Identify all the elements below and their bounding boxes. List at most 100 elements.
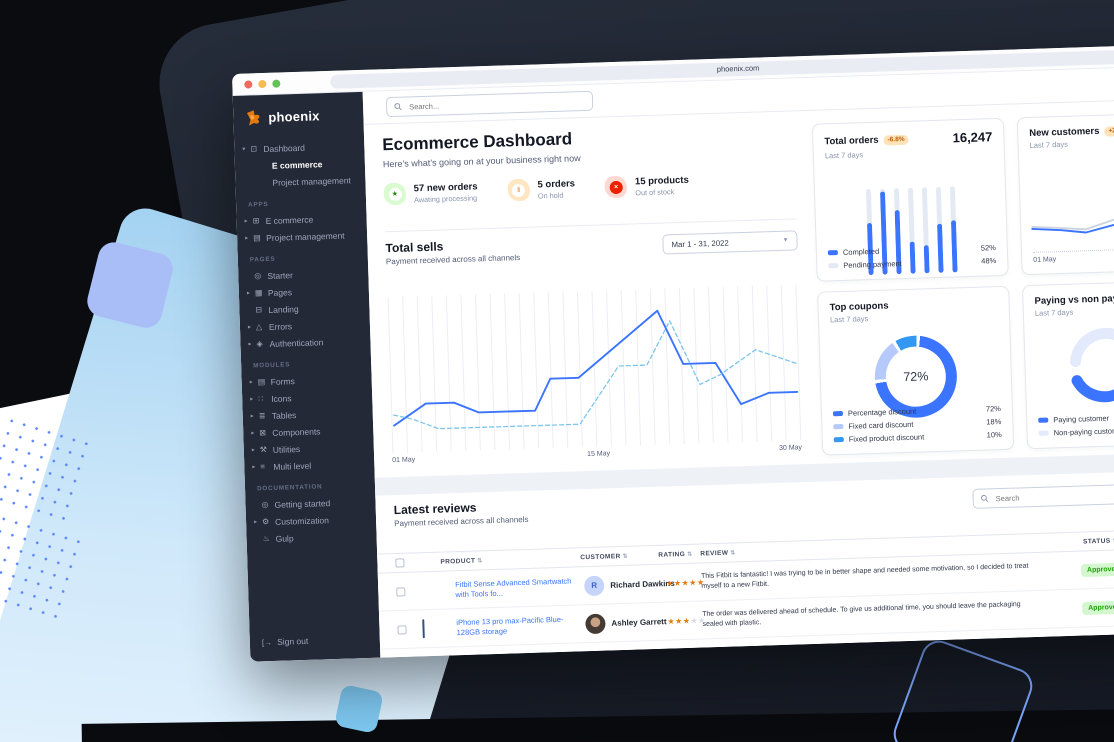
monitor-icon: ⊟ [255, 305, 263, 315]
nav-section-label: APPS [248, 200, 269, 209]
page-subtitle: Here’s what’s going on at your business … [382, 153, 581, 170]
paying-gauge-chart [1069, 327, 1114, 403]
sidebar-item-label: Pages [267, 286, 293, 298]
sidebar-item-label: Dashboard [263, 142, 306, 154]
column-header-product[interactable]: PRODUCT ⇅ [440, 557, 483, 566]
sidebar-item-multi-level[interactable]: ▸ ≡ Multi level [244, 455, 374, 476]
reviews-search[interactable] [972, 484, 1114, 509]
cup-icon: ♨ [262, 534, 270, 544]
legend-label: Fixed product discount [848, 432, 925, 444]
search-icon [394, 103, 402, 111]
warning-icon: △ [255, 322, 263, 332]
reviews-search-input[interactable] [993, 488, 1114, 504]
global-search-input[interactable] [406, 95, 586, 113]
signout-icon: [→ [261, 638, 273, 648]
rating-stars: ★★★★★ [666, 577, 705, 587]
status-badge: Approved ✓ [1081, 599, 1114, 615]
reviews-subtitle: Payment received across all channels [394, 514, 529, 529]
sort-icon: ⇅ [477, 558, 483, 565]
decor-square-sky [334, 684, 384, 734]
caret-right-icon: ▸ [254, 519, 258, 526]
row-checkbox[interactable] [397, 624, 407, 635]
paying-legend: Paying customer Non-paying customer [1038, 409, 1114, 440]
legend-swatch [833, 436, 844, 443]
pause-icon: ‖ [507, 178, 531, 202]
sidebar-item-label: Multi level [273, 460, 312, 472]
traffic-maximize-button[interactable] [272, 79, 281, 88]
column-header-rating[interactable]: RATING ⇅ [658, 551, 693, 559]
product-link[interactable]: iPhone 13 pro max-Pacific Blue-128GB sto… [456, 614, 564, 637]
row-checkbox[interactable] [396, 586, 406, 597]
top-coupons-card: Top coupons Last 7 days 72% Percentage d… [817, 285, 1015, 456]
column-header-review[interactable]: REVIEW ⇅ [700, 549, 736, 558]
select-all-checkbox[interactable] [395, 558, 405, 568]
sidebar-item-label: Starter [267, 269, 294, 281]
dashboard-icon: ⊡ [250, 144, 258, 154]
review-text: This Fitbit is fantastic! I was trying t… [700, 562, 1029, 591]
customer-avatar [585, 613, 606, 634]
caret-right-icon: ▸ [251, 430, 255, 437]
page-title: Ecommerce Dashboard [382, 129, 573, 155]
x-tick: 15 May [587, 450, 611, 459]
layers-icon: ≡ [260, 462, 266, 472]
sidebar-item-label: Customization [274, 514, 330, 527]
caret-right-icon: ▸ [244, 218, 248, 225]
global-search[interactable] [385, 90, 594, 118]
legend-label: Pending payment [843, 259, 902, 270]
sidebar-item-label: Utilities [272, 443, 301, 455]
file-icon: ▤ [257, 377, 266, 387]
sidebar-item-label: Project management [265, 230, 345, 243]
sort-icon: ⇅ [622, 553, 629, 560]
sidebar-item-label: Gulp [275, 532, 294, 544]
sidebar-item-project-management[interactable]: Project management [235, 171, 365, 192]
signout-label: Sign out [276, 635, 309, 647]
star-filled: ★★★ [667, 615, 691, 626]
nav-section-label: PAGES [249, 255, 276, 264]
lock-icon: ◈ [256, 339, 263, 349]
new-customers-line-chart [1031, 213, 1114, 240]
sidebar-item-label: E commerce [271, 158, 323, 171]
sidebar-item-project-management[interactable]: ▸ ▤ Project management [237, 226, 367, 247]
phoenix-logo-icon [246, 110, 260, 126]
stat-on-hold: ‖ 5 orders On hold [507, 177, 576, 202]
sidebar-item-label: Errors [268, 320, 293, 332]
series-current [393, 309, 799, 427]
card-title: Paying vs non paying [1034, 292, 1114, 307]
rating-stars: ★★★★★ [667, 615, 706, 625]
caret-right-icon: ▸ [248, 341, 252, 348]
caret-down-icon: ▾ [242, 146, 246, 153]
sidebar-item-label: Tables [271, 409, 297, 421]
product-link[interactable]: Fitbit Sense Advanced Smartwatch with To… [454, 575, 572, 599]
x-tick: 01 May [392, 456, 416, 465]
new-customers-card: New customers +26.5% Last 7 days 01 May [1016, 111, 1114, 276]
series-previous [1031, 213, 1114, 235]
clipboard-icon: ▤ [253, 233, 261, 243]
sidebar-item-label: Getting started [274, 497, 331, 510]
signout-button[interactable]: [→ Sign out [262, 636, 309, 647]
brand-name: phoenix [268, 108, 320, 125]
sidebar-item-label: Forms [270, 375, 295, 387]
legend-label: Non-paying customer [1053, 426, 1114, 438]
traffic-close-button[interactable] [244, 80, 253, 89]
donut-center-label: 72% [903, 369, 929, 385]
traffic-minimize-button[interactable] [258, 79, 267, 89]
stat-label: 5 orders [537, 177, 576, 190]
card-title: New customers [1029, 125, 1100, 139]
nav-section-label: MODULES [253, 361, 291, 370]
sidebar-item-gulp[interactable]: ♨ Gulp [246, 527, 376, 548]
total-orders-legend: Completed 52% Pending payment 48% [827, 241, 997, 272]
iphone-image [422, 618, 425, 638]
sidebar: phoenix ▾ ⊡ Dashboard E commerce Project man… [232, 91, 381, 662]
stat-awating-processing: ★ 57 new orders Awating processing [383, 180, 479, 206]
date-range-select[interactable]: Mar 1 - 31, 2022 ▼ [662, 230, 798, 255]
cart-icon: ⊞ [252, 216, 260, 226]
sidebar-item-authentication[interactable]: ▸ ◈ Authentication [240, 332, 370, 353]
legend-swatch [832, 410, 844, 417]
stat-out-of-stock: × 15 products Out of stock [604, 174, 690, 199]
brand[interactable]: phoenix [233, 92, 364, 127]
legend-value: 52% [980, 243, 996, 253]
column-header-status[interactable]: STATUS⇅ [1083, 531, 1114, 552]
x-icon: × [604, 175, 628, 199]
card-title: Top coupons [829, 300, 889, 314]
legend-swatch [1038, 430, 1049, 436]
